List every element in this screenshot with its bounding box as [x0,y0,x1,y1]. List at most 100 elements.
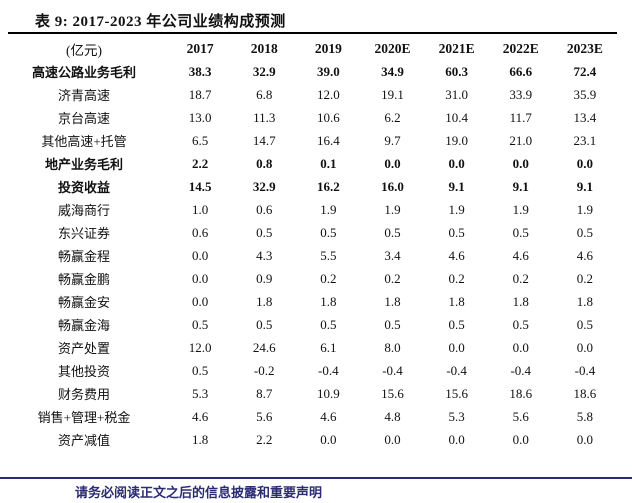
value-cell: 4.8 [384,408,401,424]
value-cell: -0.4 [446,362,467,378]
table-row: 畅赢金安 0.0 1.8 1.8 1.8 1.8 1.8 1.8 [0,290,617,313]
value-cell: 2.2 [191,155,209,171]
value-cell: 0.8 [256,155,273,171]
value-cell: 0.5 [320,316,337,332]
value-cell: 0.0 [512,155,529,171]
value-cell: 0.5 [576,224,594,240]
value-cell: 14.7 [252,132,276,148]
title-rule [8,32,617,34]
row-label: 地产业务毛利 [44,157,123,172]
value-cell: 0.0 [384,155,401,171]
value-cell: 0.5 [512,316,529,332]
value-cell: 8.0 [384,339,401,355]
value-cell: 0.0 [320,431,337,447]
year-header-2022e: 2022E [502,40,539,56]
value-cell: 0.2 [320,270,337,286]
value-cell: 5.6 [256,408,273,424]
value-cell: 0.2 [512,270,529,286]
value-cell: 1.8 [576,293,594,309]
value-cell: 9.7 [384,132,401,148]
value-cell: 0.1 [320,155,337,171]
value-cell: 5.6 [512,408,529,424]
value-cell: 39.0 [316,63,340,79]
value-cell: 9.1 [448,178,465,194]
row-label: 京台高速 [57,111,110,126]
value-cell: 1.9 [512,201,529,217]
value-cell: 1.8 [512,293,529,309]
value-cell: -0.2 [253,362,275,378]
value-cell: 16.2 [316,178,340,194]
value-cell: 9.1 [512,178,529,194]
value-cell: 35.9 [573,86,597,102]
value-cell: 0.5 [191,316,209,332]
value-cell: 34.9 [381,63,404,79]
value-cell: 0.2 [384,270,401,286]
value-cell: -0.4 [510,362,532,378]
value-cell: 0.2 [448,270,465,286]
year-header-2020e: 2020E [374,40,411,56]
value-cell: 9.1 [576,178,594,194]
value-cell: 11.7 [509,109,532,125]
value-cell: 38.3 [188,63,212,79]
table-body: 高速公路业务毛利 38.3 32.9 39.0 34.9 60.3 66.6 72.4 济青高速… [0,60,617,451]
value-cell: 8.7 [256,385,273,401]
value-cell: 0.5 [256,316,273,332]
value-cell: 0.0 [191,270,209,286]
value-cell: 0.6 [191,224,209,240]
value-cell: 0.5 [320,224,337,240]
year-header-2021e: 2021E [438,40,475,56]
value-cell: 0.0 [191,293,209,309]
value-cell: 1.9 [384,201,401,217]
value-cell: 5.5 [320,247,337,263]
value-cell: 0.0 [512,431,529,447]
value-cell: 4.3 [256,247,273,263]
row-label: 其他高速+托管 [41,134,127,149]
year-header-2019: 2019 [314,40,342,56]
row-label: 威海商行 [57,203,110,218]
value-cell: 0.5 [512,224,529,240]
value-cell: 0.0 [448,431,465,447]
value-cell: -0.4 [318,362,339,378]
table-row: 投资收益 14.5 32.9 16.2 16.0 9.1 9.1 9.1 [0,175,617,198]
table-row: 资产处置 12.0 24.6 6.1 8.0 0.0 0.0 0.0 [0,336,617,359]
value-cell: 33.9 [509,86,533,102]
row-label: 财务费用 [57,387,110,402]
value-cell: 0.0 [576,431,594,447]
value-cell: 66.6 [509,63,533,79]
value-cell: 0.5 [576,316,594,332]
value-cell: 5.3 [448,408,465,424]
value-cell: 4.6 [512,247,529,263]
forecast-table: (亿元) 2017 2018 2019 2020E 2021E 2022E 20… [0,37,617,451]
value-cell: 0.0 [384,431,401,447]
row-label: 东兴证券 [57,226,110,241]
value-cell: 18.6 [573,385,597,401]
value-cell: 21.0 [509,132,533,148]
value-cell: 6.5 [191,132,209,148]
unit-header: (亿元) [66,42,102,58]
value-cell: 32.9 [252,63,276,79]
value-cell: 14.5 [188,178,212,194]
value-cell: 24.6 [252,339,276,355]
value-cell: 72.4 [573,63,597,79]
value-cell: 1.8 [320,293,337,309]
value-cell: 0.5 [384,224,401,240]
row-label: 济青高速 [57,88,110,103]
value-cell: 11.3 [253,109,276,125]
value-cell: 0.5 [448,224,465,240]
table-row: 销售+管理+税金 4.6 5.6 4.6 4.8 5.3 5.6 5.8 [0,405,617,428]
value-cell: 6.2 [384,109,401,125]
row-label: 其他投资 [57,364,110,379]
row-label: 高速公路业务毛利 [31,65,136,80]
year-header-2017: 2017 [186,40,214,56]
table-title: 表 9: 2017-2023 年公司业绩构成预测 [35,14,286,30]
value-cell: 1.8 [448,293,465,309]
row-label: 资产处置 [57,341,110,356]
value-cell: 13.4 [573,109,597,125]
row-label: 畅赢金程 [57,249,110,264]
value-cell: 2.2 [256,431,273,447]
value-cell: 1.8 [256,293,273,309]
value-cell: 3.4 [384,247,401,263]
table-row: 威海商行 1.0 0.6 1.9 1.9 1.9 1.9 1.9 [0,198,617,221]
table-row: 畅赢金程 0.0 4.3 5.5 3.4 4.6 4.6 4.6 [0,244,617,267]
table-row: 财务费用 5.3 8.7 10.9 15.6 15.6 18.6 18.6 [0,382,617,405]
